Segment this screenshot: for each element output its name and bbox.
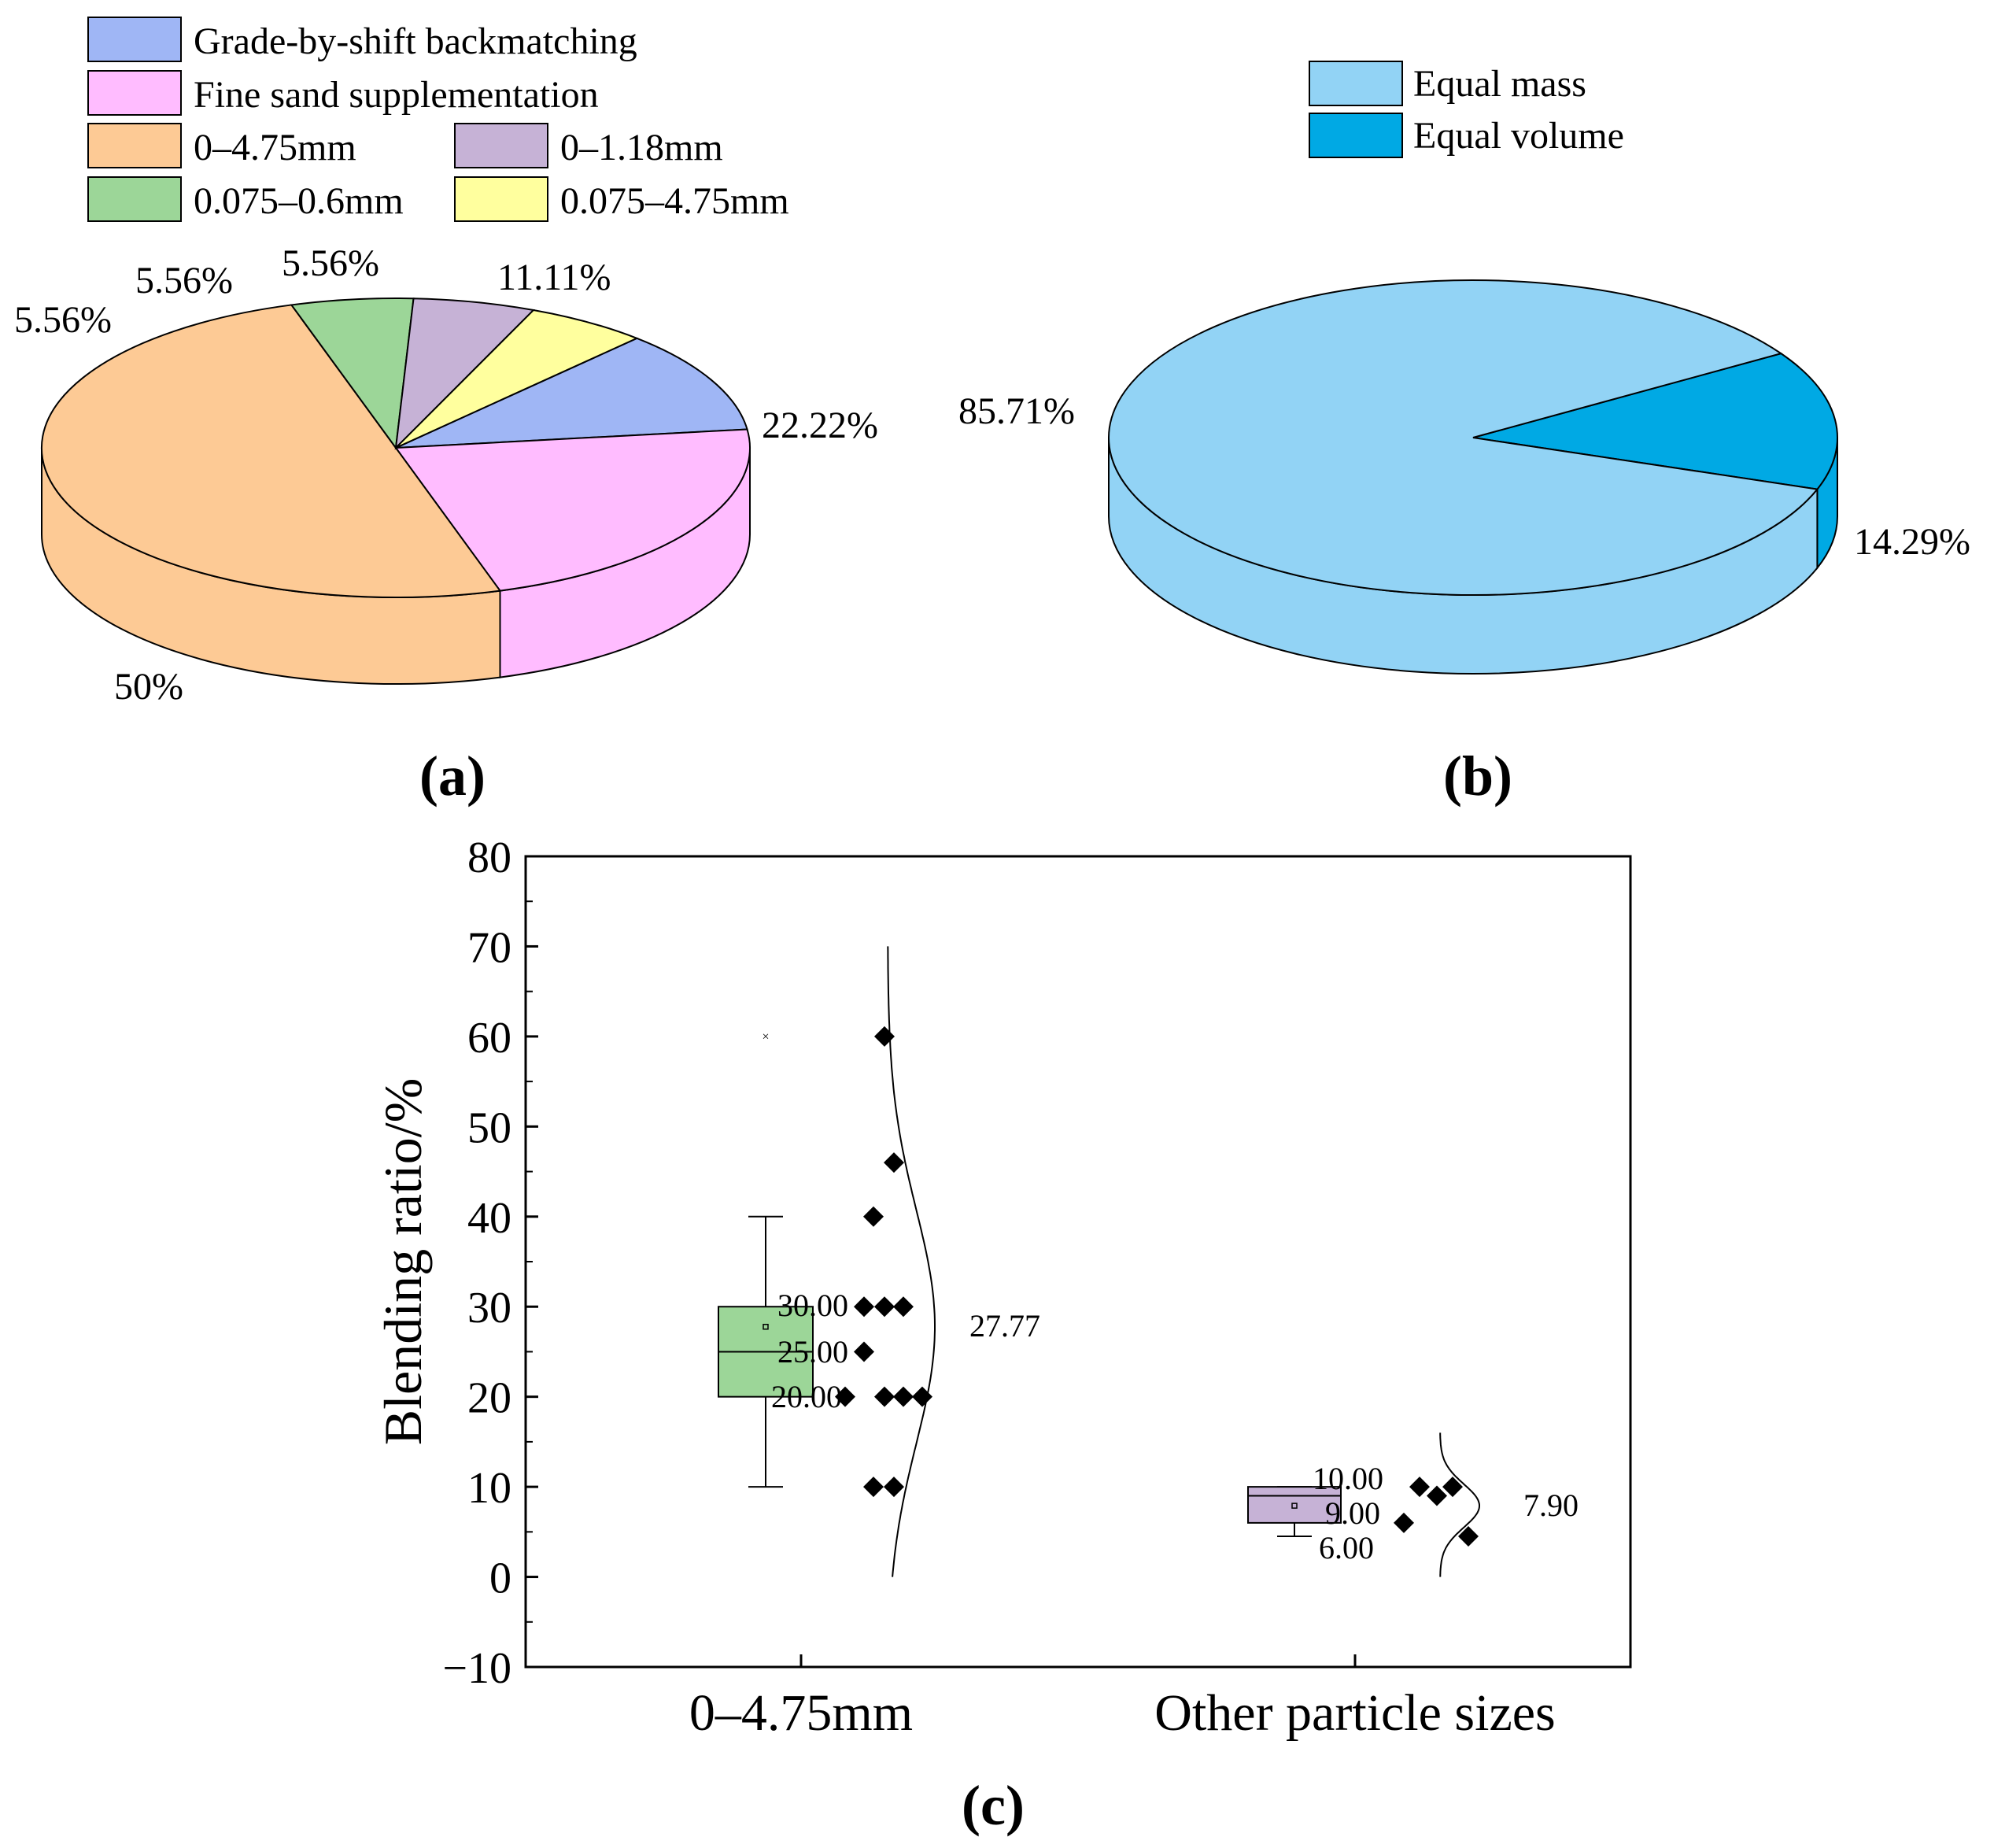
data-point [884, 1152, 904, 1173]
legend-label-0.075-4.75: 0.075–4.75mm [560, 180, 789, 222]
pie-chart-b: Equal mass Equal volume 14.29% 85.71% (b… [958, 61, 1970, 808]
data-point [893, 1296, 914, 1318]
y-tick-label: 50 [467, 1103, 511, 1152]
legend-label-0-1.18: 0–1.18mm [560, 127, 723, 168]
distribution-curve [887, 946, 936, 1577]
box1-median-label: 25.00 [777, 1334, 848, 1369]
slice-label-grade: 11.11% [497, 257, 611, 298]
panel-label-b: (b) [1443, 745, 1512, 808]
y-tick-label: 40 [467, 1194, 511, 1243]
x-tick-label-0-4.75: 0–4.75mm [689, 1684, 913, 1742]
x-tick-label-other: Other particle sizes [1154, 1684, 1555, 1742]
slice-label-0.075-0.6: 5.56% [14, 299, 112, 341]
box2-q3-label: 10.00 [1313, 1461, 1383, 1496]
slice-label-0-1.18: 5.56% [135, 260, 233, 301]
slice-label-equal-volume: 14.29% [1854, 521, 1970, 563]
pie-slice-p0118 [394, 298, 536, 450]
legend-swatch-0.075-4.75 [454, 176, 548, 222]
y-tick-label: 10 [467, 1464, 511, 1513]
legend-b: Equal mass Equal volume [1309, 61, 1624, 158]
data-point [1458, 1526, 1479, 1547]
y-tick-label: 30 [467, 1284, 511, 1332]
box-chart-c: −10 0 10 20 30 40 50 60 70 80 0–4.75mm Other part… [373, 833, 1632, 1837]
data-point [854, 1296, 874, 1318]
legend-label-equal-volume: Equal volume [1413, 115, 1624, 157]
legend-swatch-0-1.18 [454, 123, 548, 168]
y-tick-label: 0 [489, 1554, 511, 1603]
y-tick-label: 20 [467, 1374, 511, 1423]
slice-label-0-4.75: 50% [114, 666, 183, 708]
slice-label-0.075-4.75: 5.56% [282, 242, 379, 284]
box2-q1-label: 6.00 [1319, 1530, 1374, 1565]
legend-label-grade: Grade-by-shift backmatching [194, 20, 637, 62]
legend-swatch-0-4.75 [87, 123, 182, 168]
legend-swatch-fine [87, 70, 182, 116]
data-point [835, 1386, 855, 1407]
pie-chart-a: Grade-by-shift backmatching Fine sand su… [14, 17, 878, 808]
slice-label-fine: 22.22% [762, 405, 878, 446]
plot-area: × [718, 946, 1480, 1577]
box-body [1247, 1486, 1342, 1524]
y-tick-label: 70 [467, 923, 511, 972]
stat-labels: 30.00 25.00 20.00 27.77 10.00 9.00 6.00 … [771, 1288, 1579, 1565]
box1-q3-label: 30.00 [777, 1288, 848, 1323]
legend-label-0-4.75: 0–4.75mm [194, 127, 356, 168]
legend-label-0.075-0.6: 0.075–0.6mm [194, 180, 404, 222]
legend-swatch-0.075-0.6 [87, 176, 182, 222]
data-point [912, 1386, 932, 1407]
data-point [874, 1296, 895, 1318]
box2-mean-label: 7.90 [1523, 1488, 1579, 1523]
pie-slice-p0475 [41, 304, 502, 598]
panel-label-c: (c) [962, 1774, 1025, 1837]
data-point [1442, 1477, 1463, 1498]
data-point [874, 1026, 895, 1047]
box-mean-marker [763, 1323, 769, 1330]
legend-label-equal-mass: Equal mass [1413, 63, 1586, 105]
y-axis-label: Blending ratio/% [373, 1078, 433, 1445]
y-tick-label: 60 [467, 1014, 511, 1063]
pie-b-labels: 14.29% 85.71% [958, 390, 1970, 563]
data-point [884, 1477, 904, 1498]
data-point [863, 1477, 884, 1498]
box-outlier: × [762, 1030, 769, 1044]
pie-a-labels: 11.11% 22.22% 50% 5.56% 5.56% 5.56% [14, 242, 878, 708]
pie-slice-p0075_475 [395, 309, 639, 449]
data-point [1427, 1485, 1447, 1506]
data-point [863, 1206, 884, 1227]
distribution-curve [1439, 1432, 1480, 1577]
data-point [854, 1341, 874, 1362]
plot-frame [524, 855, 1632, 1669]
pie-slice-mass [1107, 279, 1819, 596]
slice-label-equal-mass: 85.71% [958, 390, 1075, 432]
pie-a-slices [41, 298, 751, 685]
box1-q1-label: 20.00 [771, 1379, 842, 1414]
y-tick-label: 80 [467, 833, 511, 882]
legend-swatch-grade [87, 17, 182, 62]
y-axis: −10 0 10 20 30 40 50 60 70 80 [442, 833, 538, 1693]
x-axis: 0–4.75mm Other particle sizes [689, 1654, 1556, 1742]
pie-slice-volume [1472, 353, 1838, 490]
panel-label-a: (a) [419, 745, 486, 808]
data-point [874, 1386, 895, 1407]
pie-slice-p0075_06 [290, 298, 415, 450]
box-mean-marker [1291, 1502, 1298, 1509]
box2-median-label: 9.00 [1325, 1495, 1380, 1531]
box1-mean-label: 27.77 [969, 1308, 1040, 1343]
pie-b-slices [1107, 279, 1838, 675]
data-point [893, 1386, 914, 1407]
pie-slice-grade [395, 337, 748, 449]
legend-a: Grade-by-shift backmatching Fine sand su… [87, 17, 789, 222]
legend-label-fine: Fine sand supplementation [194, 74, 599, 116]
pie-slice-fine [394, 428, 751, 592]
y-tick-label: −10 [442, 1644, 511, 1693]
legend-swatch-equal-mass [1309, 61, 1403, 106]
data-point [1409, 1477, 1430, 1498]
data-point [1394, 1512, 1414, 1533]
legend-swatch-equal-volume [1309, 113, 1403, 158]
